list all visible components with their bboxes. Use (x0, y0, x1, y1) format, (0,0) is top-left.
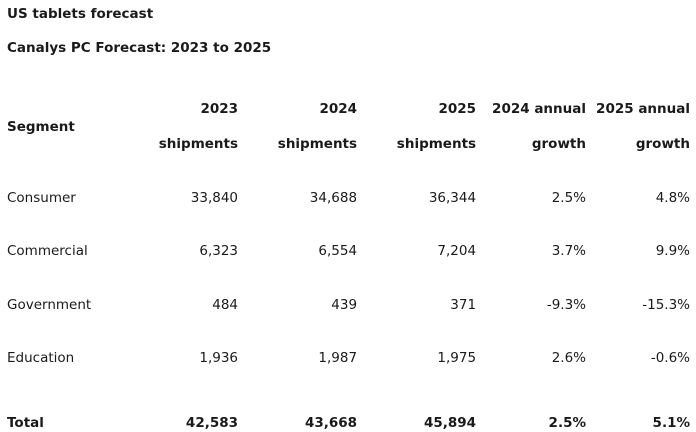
shipments-2025-cell: 371 (450, 296, 477, 313)
table-row: Government 484 439 371 -9.3% -15.3% (0, 278, 696, 332)
header-segment: Segment (0, 83, 121, 171)
header-label: growth (635, 136, 690, 152)
table-subtitle: Canalys PC Forecast: 2023 to 2025 (7, 40, 272, 56)
header-label: 2024 (319, 101, 358, 117)
shipments-2023-cell: 1,936 (199, 350, 239, 367)
table-row: Commercial 6,323 6,554 7,204 3.7% 9.9% (0, 225, 696, 279)
shipments-2023-cell: 6,323 (199, 243, 239, 260)
page-title: US tablets forecast (7, 6, 154, 22)
shipments-2024-cell: 1,987 (318, 350, 358, 367)
table-row: Education 1,936 1,987 1,975 2.6% -0.6% (0, 332, 696, 386)
header-2024-shipments: 2024 shipments (238, 83, 357, 171)
shipments-2023-cell: 42,583 (185, 415, 239, 431)
growth-2024-cell: 2.6% (551, 350, 586, 367)
growth-2024-cell: 2.5% (548, 415, 586, 431)
header-label: growth (531, 136, 586, 152)
header-2023-shipments: 2023 shipments (121, 83, 238, 171)
shipments-2025-cell: 36,344 (428, 189, 477, 206)
growth-2025-cell: 4.8% (655, 189, 690, 206)
header-2025-growth: 2025 annual growth (586, 83, 696, 171)
header-label: 2023 (200, 101, 239, 117)
shipments-2025-cell: 45,894 (423, 415, 477, 431)
header-label: 2024 annual (492, 101, 586, 117)
header-label: shipments (158, 136, 239, 152)
forecast-table: Segment 2023 shipments 2024 shipments 20… (0, 83, 696, 432)
growth-2024-cell: 3.7% (551, 243, 586, 260)
header-label: 2025 annual (596, 101, 690, 117)
table-row: Consumer 33,840 34,688 36,344 2.5% 4.8% (0, 171, 696, 225)
header-label: shipments (396, 136, 477, 152)
header-2024-growth: 2024 annual growth (476, 83, 586, 171)
shipments-2024-cell: 34,688 (309, 189, 358, 206)
header-row: Segment 2023 shipments 2024 shipments 20… (0, 83, 696, 171)
header-label: Segment (7, 119, 75, 135)
shipments-2024-cell: 43,668 (304, 415, 358, 431)
growth-2025-cell: -15.3% (642, 296, 690, 313)
growth-2025-cell: 5.1% (652, 415, 690, 431)
growth-2024-cell: -9.3% (546, 296, 586, 313)
growth-2024-cell: 2.5% (551, 189, 586, 206)
segment-cell: Commercial (7, 243, 88, 260)
segment-cell: Total (7, 415, 44, 431)
shipments-2025-cell: 7,204 (437, 243, 477, 260)
shipments-2024-cell: 439 (331, 296, 358, 313)
segment-cell: Consumer (7, 189, 76, 206)
header-2025-shipments: 2025 shipments (357, 83, 476, 171)
header-label: shipments (277, 136, 358, 152)
shipments-2023-cell: 484 (212, 296, 239, 313)
shipments-2025-cell: 1,975 (437, 350, 477, 367)
segment-cell: Education (7, 350, 75, 367)
total-row: Total 42,583 43,668 45,894 2.5% 5.1% (0, 385, 696, 432)
header-label: 2025 (438, 101, 477, 117)
shipments-2023-cell: 33,840 (190, 189, 239, 206)
segment-cell: Government (7, 296, 92, 313)
growth-2025-cell: -0.6% (650, 350, 690, 367)
growth-2025-cell: 9.9% (655, 243, 690, 260)
shipments-2024-cell: 6,554 (318, 243, 358, 260)
